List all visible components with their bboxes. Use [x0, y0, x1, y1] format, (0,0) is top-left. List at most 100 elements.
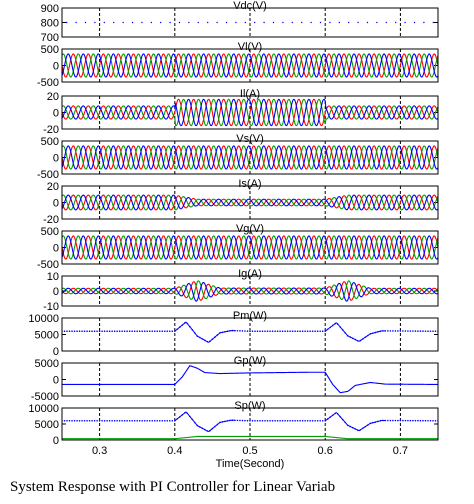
panel-frame [61, 230, 439, 265]
data-point [286, 330, 289, 333]
data-point [329, 21, 331, 24]
series-line [324, 412, 386, 432]
data-point [299, 420, 301, 422]
data-point [111, 330, 113, 333]
data-point [156, 420, 159, 422]
data-point [123, 330, 126, 333]
y-tick-label: -20 [43, 214, 59, 226]
y-tick-label: -500 [37, 169, 59, 181]
data-point [84, 21, 87, 24]
y-tick-label: 20 [47, 181, 59, 193]
data-point [148, 420, 151, 422]
data-point [63, 420, 66, 422]
data-point [158, 420, 161, 422]
data-point [387, 330, 389, 332]
data-point [171, 420, 174, 422]
data-point [244, 330, 246, 332]
data-point [422, 419, 424, 422]
data-point [146, 420, 149, 422]
data-point [289, 330, 291, 333]
data-point [286, 420, 289, 422]
data-point [153, 330, 156, 333]
data-point [66, 420, 68, 422]
series-phase_a [62, 194, 438, 211]
data-point [251, 330, 254, 333]
data-point [389, 330, 392, 332]
data-point [413, 21, 416, 24]
data-point [143, 330, 146, 333]
panel-title: Il(A) [240, 88, 260, 100]
panel-frame [61, 407, 439, 441]
y-tick-label: 700 [41, 32, 59, 44]
data-point [424, 419, 427, 422]
data-point [417, 330, 419, 332]
x-tick-label: 0.5 [242, 445, 257, 457]
y-tick-label: -5000 [31, 391, 59, 403]
data-point [131, 330, 133, 333]
data-point [216, 21, 218, 24]
data-point [348, 21, 350, 24]
data-point [81, 420, 83, 422]
x-tick-label: 0.6 [318, 445, 333, 457]
data-point [407, 330, 409, 332]
data-point [310, 21, 312, 24]
data-point [168, 330, 171, 333]
data-point [272, 21, 275, 24]
data-point [133, 330, 136, 333]
data-point [412, 419, 414, 422]
data-point [256, 330, 259, 333]
data-point [254, 330, 256, 333]
panel-6: 10 0 -10 Ig(A) [43, 268, 439, 313]
data-point [126, 420, 128, 422]
y-tick-label: 500 [41, 226, 59, 238]
series-phase_a [62, 98, 438, 127]
data-point [68, 420, 71, 422]
data-point [296, 420, 299, 422]
data-point [136, 420, 138, 422]
series-phase_b [62, 98, 438, 127]
data-point [143, 420, 146, 422]
data-point [269, 330, 271, 333]
data-point [241, 330, 244, 332]
data-point [163, 330, 166, 333]
data-point [93, 420, 96, 422]
panel-series [62, 364, 438, 394]
series-phase_b [62, 194, 438, 211]
data-point [249, 330, 251, 333]
data-point [128, 420, 131, 422]
data-point [397, 330, 399, 332]
data-point [168, 420, 171, 422]
x-tick-label: 0.4 [167, 445, 182, 457]
data-point [113, 420, 116, 422]
series-line [62, 364, 438, 394]
y-tick-label: -20 [43, 124, 59, 136]
panel-frame [61, 275, 439, 307]
data-point [294, 420, 296, 422]
data-point [78, 330, 81, 333]
data-point [239, 419, 241, 422]
data-point [271, 330, 274, 333]
data-point [146, 330, 149, 333]
panel-title: Is(A) [238, 178, 261, 190]
data-point [244, 21, 246, 24]
data-point [101, 420, 103, 422]
data-point [276, 330, 279, 333]
data-point [121, 420, 123, 422]
system-response-figure: 900800700Vdc(V)5000-500Vl(V)200-20Il(A)5… [28, 0, 439, 470]
data-point [429, 330, 432, 332]
y-tick-label: 900 [41, 3, 59, 15]
data-point [166, 420, 169, 422]
figure-caption: System Response with PI Controller for L… [10, 479, 336, 495]
data-point [264, 420, 266, 422]
data-point [417, 419, 419, 422]
data-point [311, 330, 314, 333]
data-point [314, 330, 316, 333]
series-phase_c [62, 282, 438, 302]
data-point [73, 420, 76, 422]
data-point [397, 419, 399, 422]
data-point [424, 330, 427, 332]
panel-series [62, 280, 438, 302]
data-point [404, 330, 407, 332]
x-tick-label: 0.7 [393, 445, 408, 457]
data-point [246, 330, 249, 332]
